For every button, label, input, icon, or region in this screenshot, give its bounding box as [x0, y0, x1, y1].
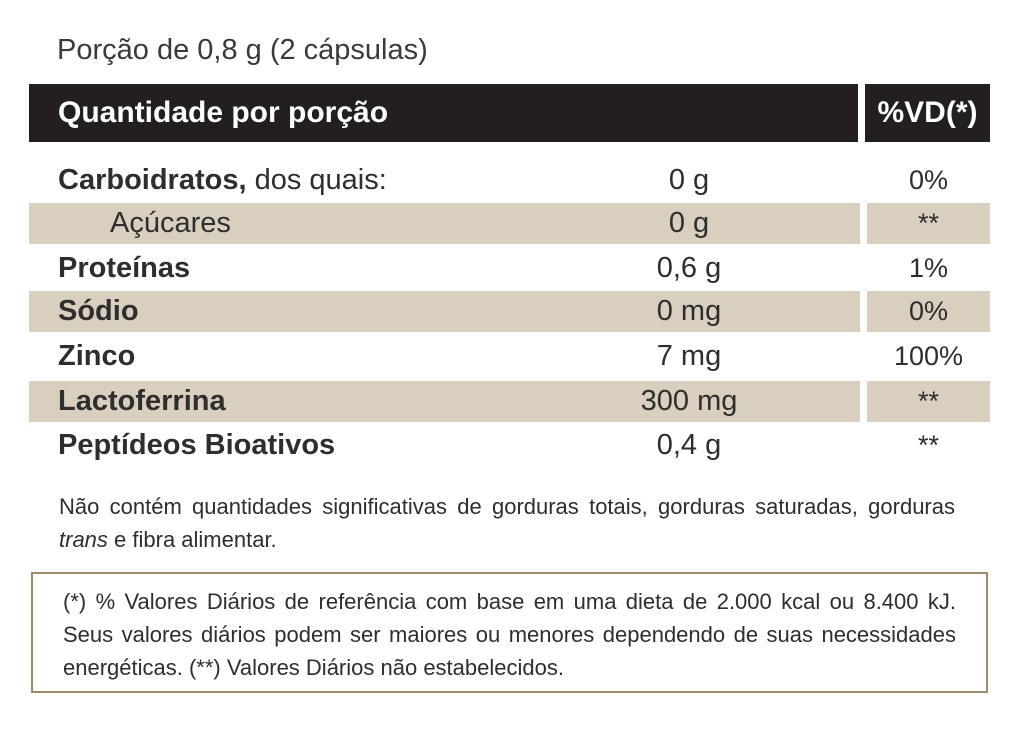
table-row: Açúcares 0 g **: [29, 203, 990, 244]
header-quantity-label: Quantidade por porção: [29, 84, 858, 142]
row-background-vd: [867, 381, 990, 422]
nutrient-name: Zinco: [58, 340, 136, 372]
footnote-box: (*) % Valores Diários de referência com …: [31, 572, 988, 693]
row-background: [29, 203, 860, 244]
table-row: Zinco 7 mg 100%: [29, 336, 990, 377]
nutrient-amount: 300 mg: [640, 385, 738, 417]
nutrient-vd: 100%: [893, 341, 964, 371]
nutrient-amount: 0 mg: [656, 295, 722, 327]
table-row: Proteínas 0,6 g 1%: [29, 248, 990, 289]
nutrient-amount: 0,4 g: [656, 429, 722, 461]
footnote-text: (*) % Valores Diários de referência com …: [63, 589, 956, 680]
nutrient-vd: **: [917, 430, 939, 460]
nutrient-name: Carboidratos, dos quais:: [58, 164, 387, 196]
table-header: Quantidade por porção %VD(*): [29, 84, 990, 142]
row-background-vd: [867, 291, 990, 332]
nutrient-amount: 7 mg: [656, 340, 722, 372]
nutrient-name: Proteínas: [58, 252, 191, 284]
insignificant-nutrients-note: Não contém quantidades significativas de…: [59, 494, 955, 552]
row-background: [29, 291, 860, 332]
row-background: [29, 381, 860, 422]
nutrient-amount: 0,6 g: [656, 252, 722, 284]
nutrient-vd: **: [917, 208, 939, 238]
nutrient-name: Lactoferrina: [58, 385, 226, 417]
nutrient-vd: 0%: [908, 165, 949, 195]
table-row: Carboidratos, dos quais: 0 g 0%: [29, 160, 990, 201]
header-vd-label: %VD(*): [865, 84, 990, 142]
serving-size: Porção de 0,8 g (2 cápsulas): [57, 34, 428, 66]
nutrient-vd: **: [917, 386, 939, 416]
nutrient-name: Peptídeos Bioativos: [58, 429, 336, 461]
row-background-vd: [867, 203, 990, 244]
table-row: Sódio 0 mg 0%: [29, 291, 990, 332]
nutrient-name: Sódio: [58, 295, 139, 327]
nutrient-vd: 1%: [908, 253, 949, 283]
nutrient-amount: 0 g: [668, 207, 710, 239]
nutrient-amount: 0 g: [668, 164, 710, 196]
nutrient-name: Açúcares: [110, 207, 231, 239]
table-row: Lactoferrina 300 mg **: [29, 381, 990, 422]
table-row: Peptídeos Bioativos 0,4 g **: [29, 425, 990, 466]
nutrient-vd: 0%: [908, 296, 949, 326]
